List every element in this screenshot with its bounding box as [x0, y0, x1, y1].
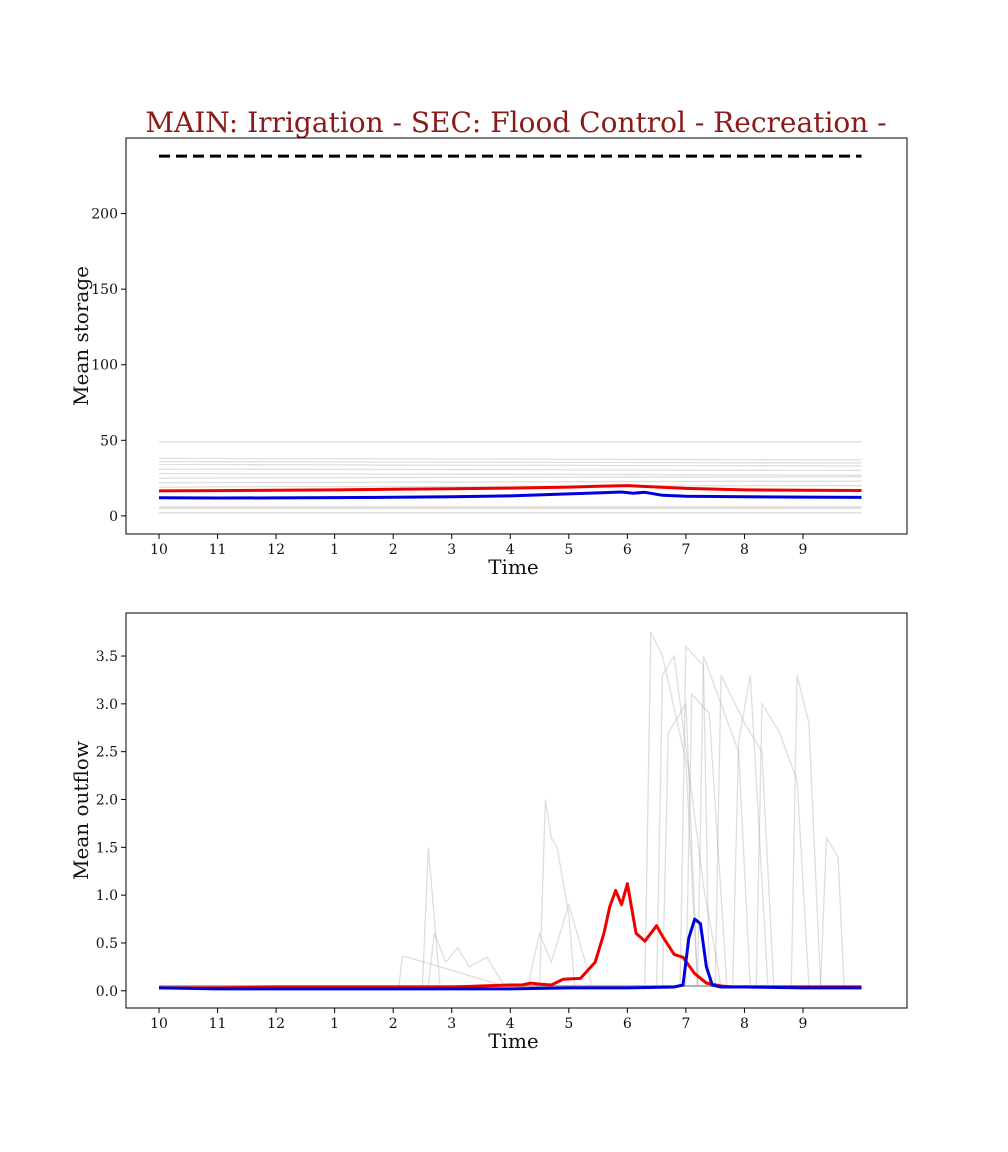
y-tick-label: 1.5	[96, 840, 118, 856]
series-line-2-2	[158, 917, 862, 991]
x-tick-label: 9	[799, 542, 808, 558]
x-tick-label: 5	[564, 1016, 573, 1032]
ensemble-line-1-7	[158, 475, 862, 479]
series-line-2-1	[159, 882, 862, 990]
x-tick-label: 2	[389, 1016, 398, 1032]
ensemble-line-2-1	[159, 799, 862, 987]
plot-frame-1	[125, 137, 908, 535]
y-tick-label: 0.0	[96, 984, 118, 1000]
ensemble-line-1-8	[158, 480, 862, 484]
x-tick-label: 8	[740, 542, 749, 558]
chart-title: MAIN: Irrigation - SEC: Flood Control - …	[145, 106, 886, 139]
ensemble-line-1-4	[158, 463, 862, 467]
y-tick-label: 150	[91, 282, 118, 298]
x-tick-label: 1	[330, 1016, 339, 1032]
y-tick-label: 100	[91, 358, 118, 374]
x-tick-label: 8	[740, 1016, 749, 1032]
ensemble-line-2-2	[159, 933, 862, 988]
ensemble-line-2-10	[159, 655, 862, 987]
x-tick-label: 7	[681, 542, 690, 558]
x-tick-label: 6	[623, 1016, 632, 1032]
x-tick-label: 3	[447, 1016, 456, 1032]
x-axis-label: Time	[488, 1029, 539, 1053]
ensemble-line-1-5	[158, 468, 862, 472]
x-tick-label: 2	[389, 542, 398, 558]
ensemble-line-2-6	[159, 631, 862, 987]
y-axis-label: Mean storage	[69, 266, 93, 406]
ensemble-line-1-3	[158, 460, 862, 464]
x-tick-label: 10	[150, 1016, 168, 1032]
x-tick-label: 12	[267, 542, 285, 558]
x-tick-label: 6	[623, 542, 632, 558]
plot-frame-2	[125, 612, 908, 1009]
x-tick-label: 1	[330, 542, 339, 558]
y-tick-label: 3.5	[96, 649, 118, 665]
y-tick-label: 1.0	[96, 888, 118, 904]
x-tick-label: 3	[447, 542, 456, 558]
ensemble-line-2-12	[159, 701, 862, 987]
ensemble-line-2-16	[159, 692, 862, 987]
ensemble-line-2-15	[159, 675, 862, 987]
y-tick-label: 3.0	[96, 697, 118, 713]
y-tick-label: 2.5	[96, 745, 118, 761]
ensemble-line-1-2	[158, 457, 862, 461]
x-axis-label: Time	[488, 555, 539, 579]
ensemble-line-2-8	[159, 644, 862, 987]
ensemble-line-2-7	[159, 654, 862, 987]
x-tick-label: 9	[799, 1016, 808, 1032]
y-tick-label: 2.0	[96, 793, 118, 809]
series-line-1-2	[158, 490, 862, 500]
ensemble-line-2-9	[159, 701, 862, 987]
x-tick-label: 10	[150, 542, 168, 558]
ensemble-line-2-11	[159, 674, 862, 987]
y-axis-label: Mean outflow	[69, 741, 93, 880]
x-tick-label: 11	[209, 542, 227, 558]
ensemble-line-1-6	[158, 472, 862, 476]
x-tick-label: 5	[564, 542, 573, 558]
x-tick-label: 12	[267, 1016, 285, 1032]
ensemble-line-1-9	[158, 484, 862, 488]
series-line-1-1	[158, 484, 862, 493]
y-tick-label: 0	[109, 509, 118, 525]
ensemble-line-2-4	[159, 902, 862, 987]
x-tick-label: 4	[506, 542, 515, 558]
ensemble-line-2-13	[159, 675, 862, 987]
x-tick-label: 4	[506, 1016, 515, 1032]
y-tick-label: 0.5	[96, 936, 118, 952]
x-tick-label: 11	[209, 1016, 227, 1032]
y-tick-label: 200	[91, 207, 118, 223]
x-tick-label: 7	[681, 1016, 690, 1032]
y-tick-label: 50	[100, 433, 118, 449]
